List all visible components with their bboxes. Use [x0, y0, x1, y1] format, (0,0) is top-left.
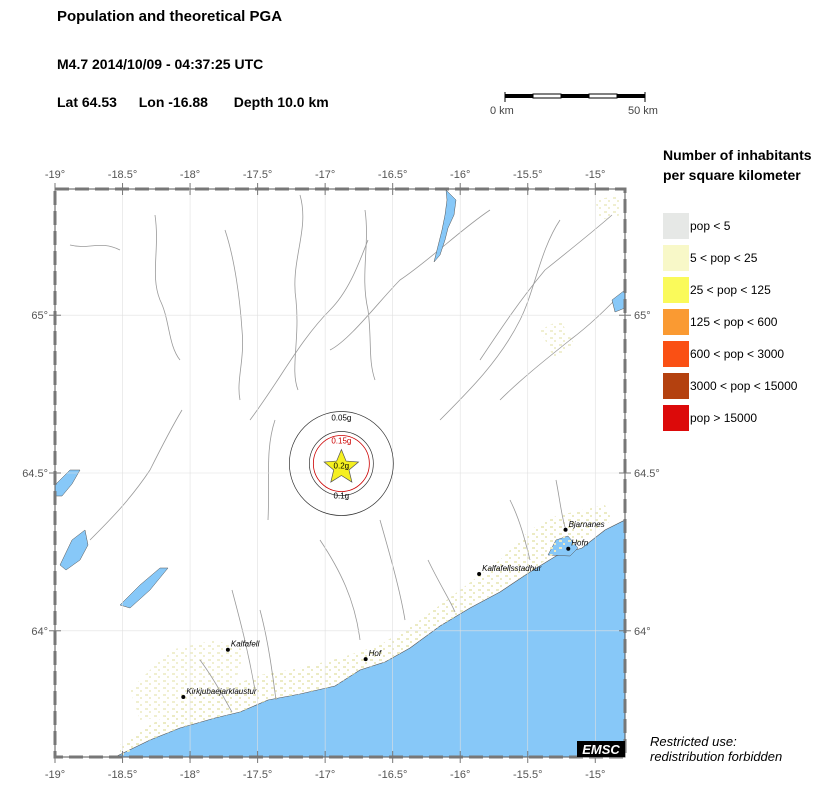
- legend-item: pop < 5: [663, 213, 828, 239]
- legend-label: 600 < pop < 3000: [690, 347, 785, 361]
- population-inland-patch: [130, 640, 245, 720]
- longitude-value: Lon -16.88: [138, 94, 208, 110]
- town-label: Kirkjubaejarklaustur: [186, 687, 257, 696]
- legend-item: 25 < pop < 125: [663, 277, 828, 303]
- pga-contours: 0.05g 0.15g 0.2g 0.1g: [289, 411, 394, 516]
- legend-item: pop > 15000: [663, 405, 828, 431]
- town-label: Hof: [369, 649, 382, 658]
- lon-tick-bottom: -16°: [450, 769, 470, 781]
- legend-label: 25 < pop < 125: [690, 283, 771, 297]
- lon-tick-bottom: -16.5°: [378, 769, 407, 781]
- lat-tick-left: 64.5°: [22, 468, 48, 480]
- lat-tick-right: 65°: [634, 310, 651, 322]
- lon-tick-top: -18°: [180, 169, 200, 181]
- legend-swatch: [663, 341, 689, 367]
- legend-label: 5 < pop < 25: [690, 251, 758, 265]
- scale-bar-graphic: [504, 92, 646, 102]
- scale-start-label: 0 km: [490, 105, 514, 117]
- rivers: [69, 194, 621, 713]
- legend-item: 600 < pop < 3000: [663, 341, 828, 367]
- lon-tick-bottom: -18.5°: [108, 769, 137, 781]
- lake-south: [119, 567, 169, 609]
- usage-notice-line2: redistribution forbidden: [650, 749, 783, 764]
- emsc-logo: EMSC: [577, 741, 625, 757]
- lat-tick-left: 65°: [31, 310, 48, 322]
- town-label: Hofn: [571, 539, 588, 548]
- lon-tick-top: -15°: [585, 169, 605, 181]
- lat-tick-left: 64°: [31, 626, 48, 638]
- lon-tick-bottom: -19°: [45, 769, 65, 781]
- lon-tick-bottom: -17°: [315, 769, 335, 781]
- location-info: Lat 64.53 Lon -16.88 Depth 10.0 km: [57, 94, 329, 110]
- scale-end-label: 50 km: [628, 105, 658, 117]
- event-info: M4.7 2014/10/09 - 04:37:25 UTC: [57, 56, 264, 72]
- town-label: Bjarnanes: [569, 520, 605, 529]
- lake-west: [55, 469, 81, 497]
- pga-ring-01: [309, 431, 374, 496]
- pga-label: 0.05g: [331, 414, 351, 423]
- legend-title: Number of inhabitants per square kilomet…: [663, 145, 812, 185]
- towns: Bjarnanes Hofn Kalfafellsstadhur Hof Kalfafe…: [181, 520, 605, 700]
- population-north-patch: [540, 320, 575, 360]
- latitude-value: Lat 64.53: [57, 94, 117, 110]
- pga-label: 0.1g: [334, 492, 350, 501]
- lake-southwest: [59, 529, 89, 571]
- lon-tick-top: -16.5°: [378, 169, 407, 181]
- lat-tick-right: 64.5°: [634, 468, 660, 480]
- axis-ticks: -19° -19° -18.5° -18.5° -18° -18° -17.5° -17.5°…: [22, 169, 660, 781]
- population-coastal-band: [120, 505, 612, 757]
- legend-swatch: [663, 373, 689, 399]
- legend-swatch: [663, 213, 689, 239]
- lon-tick-top: -15.5°: [513, 169, 542, 181]
- legend-label: pop > 15000: [690, 411, 758, 425]
- legend-swatch: [663, 245, 689, 271]
- lon-tick-bottom: -15°: [585, 769, 605, 781]
- legend-title-line2: per square kilometer: [663, 167, 801, 183]
- town-label: Kalfafell: [231, 640, 260, 649]
- lon-tick-top: -17°: [315, 169, 335, 181]
- town-marker: [563, 527, 568, 532]
- usage-notice: Restricted use: redistribution forbidden: [650, 734, 782, 764]
- pga-label: 0.15g: [331, 437, 351, 446]
- town-marker: [225, 647, 230, 652]
- map-title: Population and theoretical PGA: [57, 8, 283, 25]
- lon-tick-bottom: -15.5°: [513, 769, 542, 781]
- lon-tick-top: -18.5°: [108, 169, 137, 181]
- depth-value: Depth 10.0 km: [233, 94, 329, 110]
- town-label: Kalfafellsstadhur: [482, 564, 541, 573]
- lon-tick-top: -16°: [450, 169, 470, 181]
- lon-tick-bottom: -18°: [180, 769, 200, 781]
- town-marker: [477, 571, 482, 576]
- legend-item: 125 < pop < 600: [663, 309, 828, 335]
- town-marker: [181, 695, 186, 700]
- lake-east: [611, 289, 625, 313]
- legend-item: 5 < pop < 25: [663, 245, 828, 271]
- lon-tick-top: -19°: [45, 169, 65, 181]
- legend-label: 3000 < pop < 15000: [690, 379, 798, 393]
- town-marker: [566, 546, 571, 551]
- legend-item: 3000 < pop < 15000: [663, 373, 828, 399]
- population-northeast-patch: [595, 195, 622, 220]
- svg-text:EMSC: EMSC: [582, 742, 620, 757]
- lon-tick-top: -17.5°: [243, 169, 272, 181]
- legend-swatch: [663, 277, 689, 303]
- legend-label: 125 < pop < 600: [690, 315, 778, 329]
- legend-label: pop < 5: [690, 219, 731, 233]
- legend-swatch: [663, 309, 689, 335]
- pga-ring-015: [312, 435, 370, 492]
- scale-bar: 0 km 50 km: [490, 90, 670, 120]
- lat-tick-right: 64°: [634, 626, 651, 638]
- lon-tick-bottom: -17.5°: [243, 769, 272, 781]
- river-northeast: [433, 189, 457, 263]
- usage-notice-line1: Restricted use:: [650, 734, 737, 749]
- legend-swatch: [663, 405, 689, 431]
- town-marker: [363, 657, 368, 662]
- epicenter-star-icon: [323, 448, 360, 483]
- pga-label: 0.2g: [334, 462, 350, 471]
- pga-ring-005: [289, 411, 394, 516]
- legend-title-line1: Number of inhabitants: [663, 147, 812, 163]
